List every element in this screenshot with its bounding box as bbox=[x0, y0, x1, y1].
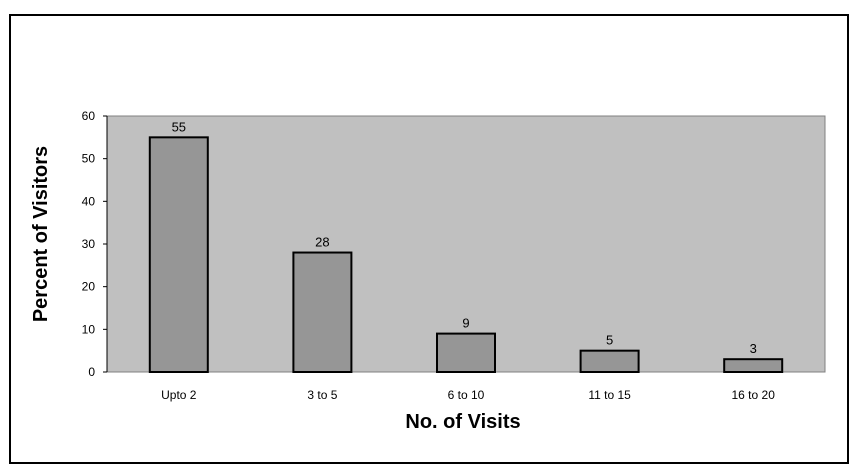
x-tick-label: 3 to 5 bbox=[307, 388, 337, 402]
y-tick-label: 20 bbox=[82, 280, 96, 294]
y-tick-label: 40 bbox=[82, 194, 96, 208]
bar bbox=[579, 349, 640, 373]
bar-value-label: 5 bbox=[606, 333, 613, 348]
bars: 55 28 9 5 3 bbox=[148, 119, 784, 374]
y-tick-label: 60 bbox=[82, 109, 96, 123]
x-tick-label: 16 to 20 bbox=[732, 388, 776, 402]
y-tick-label: 50 bbox=[82, 152, 96, 166]
y-tick-label: 30 bbox=[82, 237, 96, 251]
y-tick-label: 10 bbox=[82, 322, 96, 336]
plot-area bbox=[106, 115, 826, 373]
bar bbox=[292, 251, 353, 374]
bar bbox=[436, 332, 496, 374]
bar-value-label: 28 bbox=[315, 235, 329, 250]
bar-value-label: 9 bbox=[462, 316, 469, 331]
bar-value-label: 3 bbox=[750, 341, 757, 356]
bar bbox=[723, 358, 784, 374]
bar bbox=[148, 136, 209, 374]
y-axis-ticks: 0 10 20 30 40 50 60 bbox=[82, 109, 107, 379]
x-axis-ticks: Upto 2 3 to 5 6 to 10 11 to 15 16 to 20 bbox=[161, 388, 775, 402]
bar-chart: 0 10 20 30 40 50 60 Upto 2 3 to 5 6 to 10 11 to 1… bbox=[30, 109, 826, 433]
y-axis-title: Percent of Visitors bbox=[30, 146, 52, 322]
x-tick-label: 11 to 15 bbox=[588, 388, 631, 402]
x-axis-title: No. of Visits bbox=[405, 411, 520, 433]
x-tick-label: Upto 2 bbox=[161, 388, 197, 402]
x-tick-label: 6 to 10 bbox=[448, 388, 485, 402]
bar-value-label: 55 bbox=[172, 119, 186, 134]
chart-frame: 0 10 20 30 40 50 60 Upto 2 3 to 5 6 to 10 11 to 1… bbox=[9, 14, 849, 464]
y-tick-label: 0 bbox=[88, 365, 95, 379]
